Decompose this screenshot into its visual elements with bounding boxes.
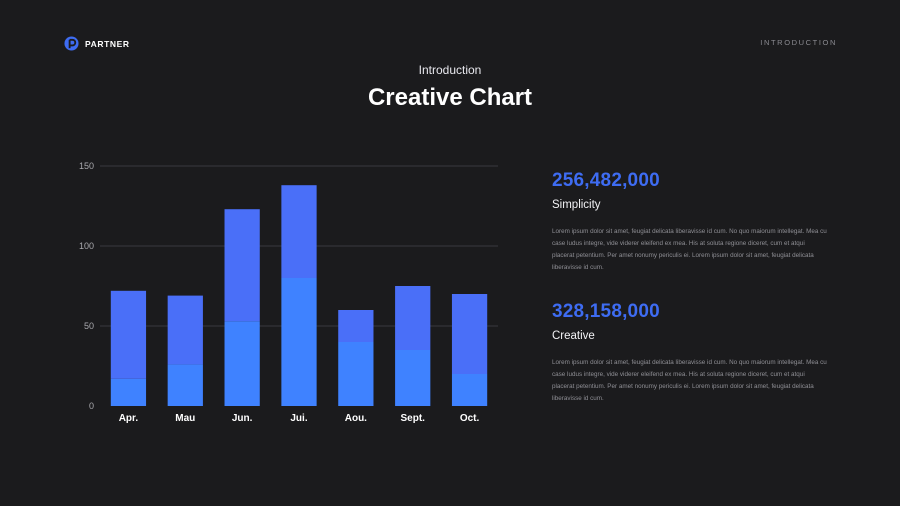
x-category-label: Oct. xyxy=(460,413,480,424)
bar-bottom-segment xyxy=(224,321,260,406)
bar-bottom-segment xyxy=(110,378,147,406)
stat-label: Simplicity xyxy=(552,199,601,211)
y-tick-label: 50 xyxy=(84,321,94,331)
bar-top-segment xyxy=(281,185,317,278)
y-tick-label: 150 xyxy=(79,161,94,171)
stat-block-creative: 328,158,000 Creative Lorem ipsum dolor s… xyxy=(552,301,832,405)
logo-text: PARTNER xyxy=(85,38,130,49)
y-tick-label: 0 xyxy=(89,401,94,411)
x-category-label: Jun. xyxy=(232,413,253,424)
bar-chart: 0 50 100 150 Apr. Mau Jun. Jui. Aou. Sept. Oct. xyxy=(79,161,498,424)
page-subtitle: Introduction xyxy=(418,63,482,77)
x-category-label: Mau xyxy=(175,413,195,424)
x-category-label: Apr. xyxy=(119,413,139,424)
bar-bottom-segment xyxy=(281,278,317,406)
bar-top-segment xyxy=(167,295,203,365)
stat-label: Creative xyxy=(552,330,595,342)
stat-description: Lorem ipsum dolor sit amet, feugiat deli… xyxy=(552,359,827,402)
nav-label-introduction[interactable]: INTRODUCTION xyxy=(760,38,837,47)
x-category-label: Aou. xyxy=(345,413,367,424)
x-category-label: Sept. xyxy=(400,413,425,424)
x-category-label: Jui. xyxy=(290,413,307,424)
bar-top-segment xyxy=(338,310,374,342)
logo: PARTNER xyxy=(64,36,130,51)
stat-value: 256,482,000 xyxy=(552,170,660,191)
stat-block-simplicity: 256,482,000 Simplicity Lorem ipsum dolor… xyxy=(552,170,832,274)
bar-top-segment xyxy=(110,290,147,379)
y-tick-label: 100 xyxy=(79,241,94,251)
bar-top-segment xyxy=(451,294,488,374)
bar-top-segment xyxy=(224,209,260,322)
bar-bottom-segment xyxy=(338,342,374,406)
logo-mark-icon xyxy=(64,36,79,51)
page-title: Creative Chart xyxy=(367,84,533,111)
stat-value: 328,158,000 xyxy=(552,301,660,322)
bar-bottom-segment xyxy=(395,350,431,406)
stat-description: Lorem ipsum dolor sit amet, feugiat deli… xyxy=(552,228,827,271)
bar-top-segment xyxy=(395,286,431,350)
bar-bottom-segment xyxy=(167,364,203,406)
bar-bottom-segment xyxy=(451,374,488,406)
